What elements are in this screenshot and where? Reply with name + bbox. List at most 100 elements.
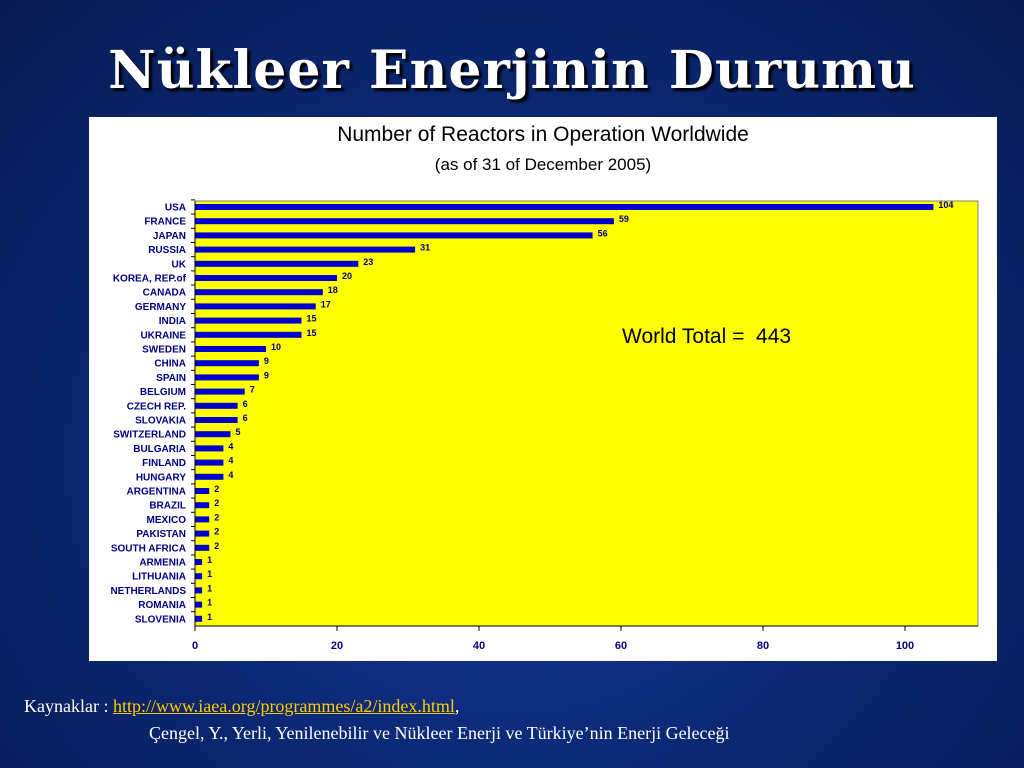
data-label: 10: [271, 342, 281, 352]
category-label: BULGARIA: [133, 444, 186, 455]
bar: [195, 275, 337, 281]
sources-separator: ,: [454, 696, 460, 716]
data-label: 7: [250, 385, 255, 395]
category-label: UKRAINE: [140, 330, 186, 341]
category-label: HUNGARY: [136, 472, 187, 483]
category-label: CANADA: [143, 288, 186, 299]
bar: [195, 502, 210, 509]
x-tick-label: 100: [896, 640, 914, 652]
category-label: LITHUANIA: [132, 572, 186, 583]
chart-subtitle: (as of 31 of December 2005): [435, 155, 651, 174]
x-tick-label: 0: [192, 640, 198, 652]
category-label: CHINA: [154, 359, 186, 370]
data-label: 1: [207, 583, 212, 593]
plot-area: [194, 200, 979, 627]
data-label: 2: [214, 484, 219, 494]
bar-chart: Number of Reactors in Operation Worldwid…: [110, 123, 979, 652]
slide-title: Nükleer Enerjinin Durumu: [108, 40, 916, 101]
bar: [195, 445, 224, 452]
bar: [195, 516, 210, 523]
data-label: 4: [228, 456, 233, 466]
chart-panel: Number of Reactors in Operation Worldwid…: [89, 117, 997, 661]
category-label: MEXICO: [147, 515, 187, 526]
category-label: INDIA: [159, 316, 186, 327]
data-label: 4: [228, 470, 233, 480]
bar: [195, 559, 203, 565]
data-label: 18: [328, 285, 338, 295]
bar: [195, 331, 302, 338]
bar: [195, 431, 231, 438]
bar: [195, 417, 238, 423]
bar: [195, 232, 593, 239]
bar: [195, 544, 210, 551]
bar: [195, 374, 259, 381]
iaea-source-link[interactable]: http://www.iaea.org/programmes/a2/index.…: [112, 696, 455, 716]
bar: [195, 615, 203, 622]
data-label: 2: [214, 527, 219, 537]
category-label: SOUTH AFRICA: [111, 543, 186, 554]
data-label: 15: [307, 328, 317, 338]
bar: [195, 587, 203, 594]
chart-title: Number of Reactors in Operation Worldwid…: [337, 123, 749, 146]
data-label: 104: [938, 200, 953, 210]
x-tick-label: 80: [757, 640, 769, 652]
category-label: ARMENIA: [139, 558, 186, 569]
category-label: ARGENTINA: [127, 487, 186, 498]
data-label: 1: [207, 555, 212, 565]
category-label: CZECH REP.: [127, 401, 186, 412]
category-label: SPAIN: [156, 373, 186, 384]
data-label: 1: [207, 612, 212, 622]
bar: [195, 289, 323, 296]
sources-block: Kaynaklar : http://www.iaea.org/programm…: [24, 693, 1014, 747]
data-label: 2: [214, 541, 219, 551]
data-label: 15: [307, 314, 317, 324]
category-label: USA: [165, 203, 186, 214]
category-label: BRAZIL: [149, 501, 186, 512]
data-label: 9: [264, 370, 269, 380]
x-tick-label: 40: [473, 640, 485, 652]
category-label: SWEDEN: [142, 345, 186, 356]
sources-reference: Çengel, Y., Yerli, Yenilenebilir ve Nükl…: [149, 723, 730, 743]
data-label: 31: [420, 243, 430, 253]
category-label: ROMANIA: [138, 600, 186, 611]
data-label: 2: [214, 498, 219, 508]
category-label: SLOVAKIA: [135, 416, 186, 427]
category-label: FINLAND: [142, 458, 186, 469]
category-label: FRANCE: [144, 217, 186, 228]
bar: [195, 530, 210, 537]
bar: [195, 402, 238, 409]
bar: [195, 204, 934, 210]
data-label: 23: [363, 257, 373, 267]
bar: [195, 601, 203, 608]
category-label: RUSSIA: [148, 245, 186, 256]
category-label: GERMANY: [135, 302, 186, 313]
bar: [195, 246, 416, 253]
bar: [195, 573, 203, 580]
category-label: SLOVENIA: [135, 614, 186, 625]
data-label: 17: [321, 299, 331, 309]
category-label: JAPAN: [153, 231, 186, 242]
bar: [195, 488, 210, 494]
data-label: 20: [342, 271, 352, 281]
category-label: BELGIUM: [140, 387, 186, 398]
bar: [195, 260, 359, 267]
data-label: 5: [236, 427, 241, 437]
sources-label: Kaynaklar :: [24, 696, 113, 716]
bar: [195, 473, 224, 480]
x-tick-label: 20: [331, 640, 343, 652]
bar: [195, 317, 302, 324]
data-label: 1: [207, 598, 212, 608]
data-label: 59: [619, 214, 629, 224]
bar: [195, 388, 245, 395]
category-label: KOREA, REP.of: [113, 274, 187, 285]
data-label: 4: [228, 441, 233, 451]
data-label: 1: [207, 569, 212, 579]
data-label: 6: [243, 413, 248, 423]
category-label: NETHERLANDS: [110, 586, 186, 597]
data-label: 2: [214, 512, 219, 522]
world-total-annotation: World Total = 443: [622, 325, 791, 348]
data-label: 56: [598, 228, 608, 238]
data-label: 6: [243, 399, 248, 409]
data-label: 9: [264, 356, 269, 366]
category-label: SWITZERLAND: [113, 430, 186, 441]
